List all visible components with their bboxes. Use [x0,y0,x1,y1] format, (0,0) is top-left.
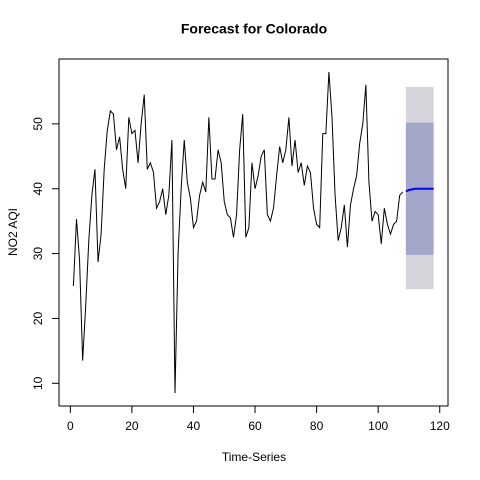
x-tick-label: 120 [430,419,450,433]
x-tick-label: 0 [67,419,74,433]
x-tick-label: 20 [125,419,139,433]
y-tick-label: 50 [31,117,45,131]
y-tick-label: 30 [31,247,45,261]
series-line [72,71,404,394]
y-tick-label: 20 [31,311,45,325]
y-axis-label: NO2 AQI [6,208,20,256]
y-tick-label: 40 [31,182,45,196]
x-tick-label: 40 [187,419,201,433]
x-axis-label: Time-Series [222,450,286,464]
x-tick-label: 80 [310,419,324,433]
x-tick-label: 100 [368,419,388,433]
x-tick-label: 60 [248,419,262,433]
y-tick-label: 10 [31,376,45,390]
series-line [405,187,434,193]
chart-title: Forecast for Colorado [181,21,327,37]
